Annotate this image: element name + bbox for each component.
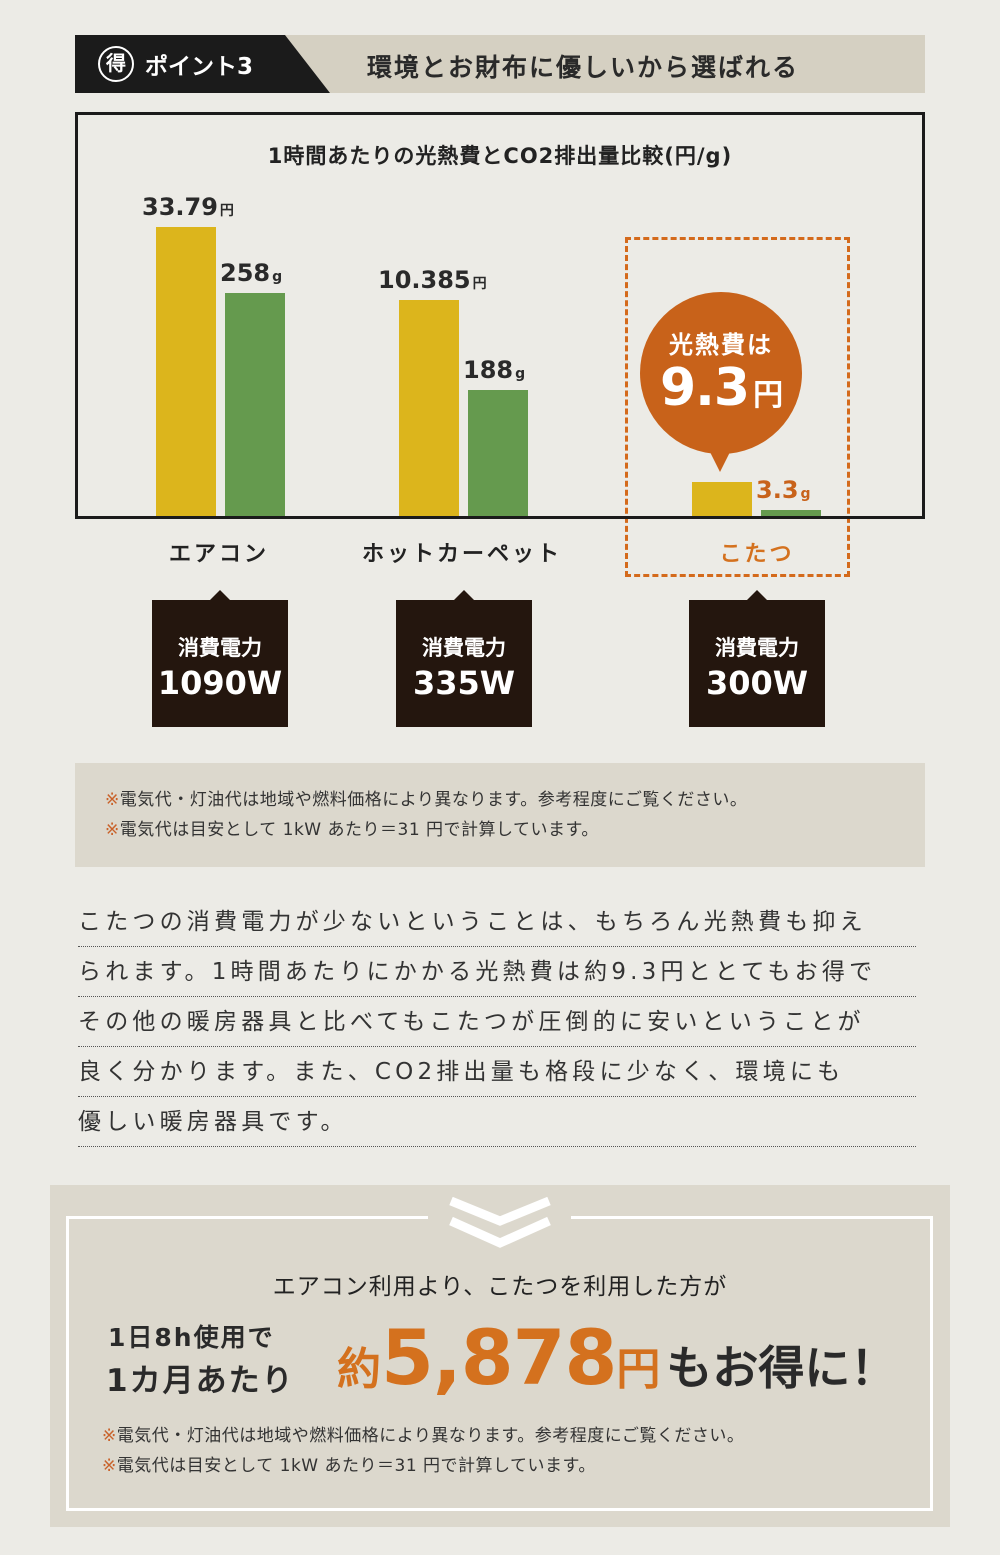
savings-unit: 円 — [616, 1344, 661, 1395]
callout-label: 光熱費は — [669, 331, 773, 359]
chart-frame — [75, 112, 925, 519]
note-mark: ※ — [105, 790, 120, 810]
category-label-highlight: こたつ — [719, 542, 795, 567]
data-label: 10.385 円 — [378, 266, 487, 294]
power-value: 335W — [412, 664, 516, 702]
note-text: 電気代・灯油代は地域や燃料価格により異なります。参考程度にご覧ください。 — [116, 1426, 745, 1446]
usage-condition: 1日8h使用で — [108, 1323, 275, 1352]
double-chevron-down-icon — [449, 1197, 551, 1248]
point-label: ポイント3 — [145, 54, 254, 80]
note-text: 電気代・灯油代は地域や燃料価格により異なります。参考程度にご覧ください。 — [119, 790, 748, 810]
power-value: 300W — [705, 664, 809, 702]
power-value: 1090W — [157, 664, 283, 702]
cost-callout-bubble: 光熱費は 9.3 円 — [640, 292, 802, 454]
paragraph-line: 優しい暖房器具です。 — [78, 1097, 916, 1147]
power-box: 消費電力 1090W — [152, 590, 288, 727]
power-box: 消費電力 300W — [689, 590, 825, 727]
note-text: 電気代は目安として 1kW あたり＝31 円で計算しています。 — [116, 1456, 596, 1476]
summary-frame — [66, 1217, 933, 1511]
toku-badge-icon: 得 — [98, 46, 134, 82]
callout-pointer — [707, 446, 733, 472]
power-box: 消費電力 335W — [396, 590, 532, 727]
data-label: 188 g — [463, 356, 526, 384]
bar-cost — [156, 227, 216, 517]
savings-prefix: 約 — [337, 1344, 381, 1395]
note-text: 電気代は目安として 1kW あたり＝31 円で計算しています。 — [119, 820, 599, 840]
note-line: ※電気代は目安として 1kW あたり＝31 円で計算しています。 — [102, 1451, 744, 1481]
savings-amount: 5,878 — [381, 1313, 617, 1402]
period-condition: 1カ月あたり — [106, 1363, 295, 1399]
chart-title: 1時間あたりの光熱費とCO2排出量比較(円/g) — [267, 144, 733, 168]
frame-top-line — [571, 1216, 933, 1219]
category-label: ホットカーペット — [361, 542, 562, 567]
paragraph-line: 良く分かります。また、CO2排出量も格段に少なく、環境にも — [78, 1047, 916, 1097]
note-mark: ※ — [105, 820, 120, 840]
power-label: 消費電力 — [178, 636, 262, 660]
frame-top-line — [66, 1216, 428, 1219]
bar-co2 — [468, 390, 528, 517]
summary-notes: ※電気代・灯油代は地域や燃料価格により異なります。参考程度にご覧ください。 ※電… — [102, 1421, 744, 1481]
summary-section: エアコン利用より、こたつを利用した方が 1日8h使用で 1カ月あたり 約5,87… — [50, 1185, 950, 1527]
paragraph-line: られます。1時間あたりにかかる光熱費は約9.3円ととてもお得で — [78, 947, 916, 997]
category-label: エアコン — [168, 542, 269, 567]
bar-co2 — [761, 510, 821, 517]
summary-lead: エアコン利用より、こたつを利用した方が — [272, 1274, 728, 1300]
bar-cost — [692, 482, 752, 517]
bar-cost — [399, 300, 459, 517]
highlight-box — [625, 237, 850, 577]
note-mark: ※ — [102, 1456, 117, 1476]
note-mark: ※ — [102, 1426, 117, 1446]
callout-value: 9.3 円 — [640, 358, 802, 418]
callout-number: 9.3 — [659, 358, 750, 418]
description-paragraph: こたつの消費電力が少ないということは、もちろん光熱費も抑え られます。1時間あた… — [78, 897, 916, 1147]
data-label: 258 g — [220, 259, 283, 287]
callout-unit: 円 — [753, 378, 783, 413]
note-line: ※電気代は目安として 1kW あたり＝31 円で計算しています。 — [105, 815, 925, 845]
note-line: ※電気代・灯油代は地域や燃料価格により異なります。参考程度にご覧ください。 — [105, 785, 925, 815]
bar-co2 — [225, 293, 285, 517]
power-label: 消費電力 — [715, 636, 799, 660]
savings-suffix: もお得に！ — [666, 1341, 897, 1395]
note-line: ※電気代・灯油代は地域や燃料価格により異なります。参考程度にご覧ください。 — [102, 1421, 744, 1451]
data-label: 33.79 円 — [142, 193, 234, 221]
section-title: 環境とお財布に優しいから選ばれる — [367, 53, 800, 82]
data-label: 3.3 g — [756, 476, 811, 504]
savings-headline: 約5,878円 もお得に！ — [337, 1313, 896, 1402]
paragraph-line: こたつの消費電力が少ないということは、もちろん光熱費も抑え — [78, 897, 916, 947]
notes-box: ※電気代・灯油代は地域や燃料価格により異なります。参考程度にご覧ください。 ※電… — [75, 763, 925, 867]
paragraph-line: その他の暖房器具と比べてもこたつが圧倒的に安いということが — [78, 997, 916, 1047]
power-label: 消費電力 — [422, 636, 506, 660]
chart-baseline — [75, 516, 925, 519]
section-header: 得 ポイント3 環境とお財布に優しいから選ばれる — [75, 35, 925, 93]
